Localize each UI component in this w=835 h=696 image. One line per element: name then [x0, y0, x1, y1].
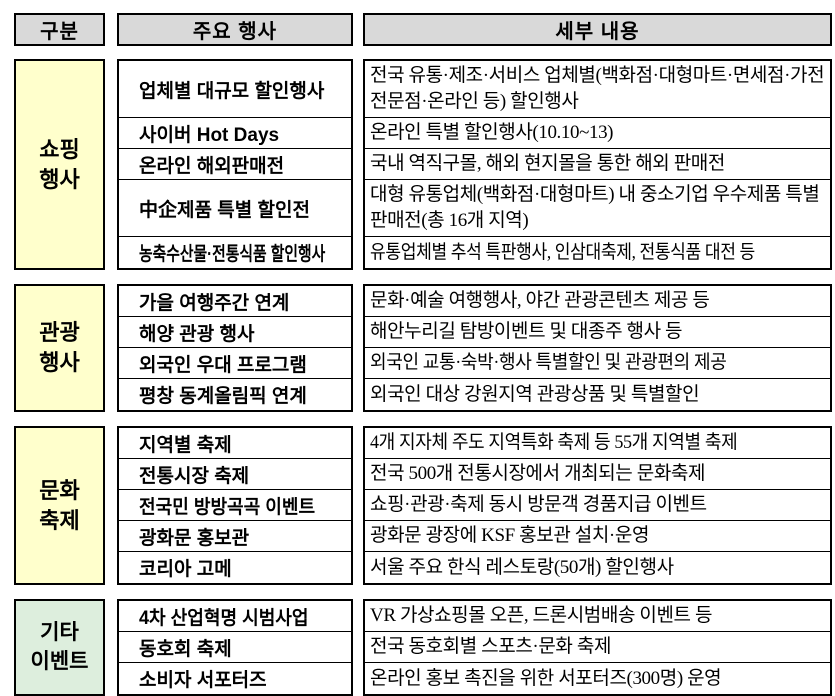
- detail-cell: 광화문 광장에 KSF 홍보관 설치·운영: [365, 521, 830, 552]
- category-cell-other: 기타 이벤트: [14, 599, 105, 696]
- detail-cell: 4개 지자체 주도 지역특화 축제 등 55개 지역별 축제: [365, 428, 830, 459]
- event-cell: 코리아 고메: [139, 559, 232, 580]
- detail-cell: 전국 500개 전통시장에서 개최되는 문화축제: [365, 459, 830, 490]
- detail-cell: 온라인 특별 할인행사(10.10~13): [365, 118, 830, 149]
- detail-cell: VR 가상쇼핑몰 오픈, 드론시범배송 이벤트 등: [365, 601, 830, 632]
- detail-cell: 전국 유통·제조·서비스 업체별(백화점·대형마트·면세점·가전전문점·온라인 …: [365, 61, 830, 118]
- detail-cell: 외국인 교통·숙박·행사 특별할인 및 관광편의 제공: [365, 348, 830, 379]
- section-shopping: 쇼핑 행사 업체별 대규모 할인행사 사이버 Hot Days 온라인 해외판매…: [14, 59, 835, 270]
- header-category: 구분: [14, 13, 105, 46]
- detail-column: 전국 유통·제조·서비스 업체별(백화점·대형마트·면세점·가전전문점·온라인 …: [363, 59, 832, 270]
- category-cell-tourism: 관광 행사: [14, 284, 105, 412]
- event-column: 업체별 대규모 할인행사 사이버 Hot Days 온라인 해외판매전 中企제품…: [117, 59, 353, 270]
- detail-cell: 쇼핑·관광·축제 동시 방문객 경품지급 이벤트: [365, 490, 830, 521]
- table-header: 구분 주요 행사 세부 내용: [14, 13, 835, 46]
- event-cell: 평창 동계올림픽 연계: [139, 386, 307, 407]
- detail-cell: 유통업체별 추석 특판행사, 인삼대축제, 전통식품 대전 등: [370, 241, 755, 263]
- detail-column: 문화·예술 여행행사, 야간 관광콘텐츠 제공 등 해안누리길 탐방이벤트 및 …: [363, 284, 832, 412]
- section-culture: 문화 축제 지역별 축제 전통시장 축제 전국민 방방곡곡 이벤트 광화문 홍보…: [14, 426, 835, 585]
- event-cell: 해양 관광 행사: [119, 317, 351, 348]
- section-tourism: 관광 행사 가을 여행주간 연계 해양 관광 행사 외국인 우대 프로그램 평창…: [14, 284, 835, 412]
- event-cell: 지역별 축제: [119, 428, 351, 459]
- event-cell: 농축수산물·전통식품 할인행사: [139, 244, 326, 265]
- event-cell: 소비자 서포터즈: [139, 670, 267, 691]
- event-column: 지역별 축제 전통시장 축제 전국민 방방곡곡 이벤트 광화문 홍보관 코리아 …: [117, 426, 353, 585]
- event-cell: 中企제품 특별 할인전: [119, 180, 351, 237]
- event-cell: 온라인 해외판매전: [119, 149, 351, 180]
- event-cell: 동호회 축제: [119, 632, 351, 663]
- event-column: 가을 여행주간 연계 해양 관광 행사 외국인 우대 프로그램 평창 동계올림픽…: [117, 284, 353, 412]
- section-other: 기타 이벤트 4차 산업혁명 시범사업 동호회 축제 소비자 서포터즈 VR 가…: [14, 599, 835, 696]
- detail-cell: 문화·예술 여행행사, 야간 관광콘텐츠 제공 등: [365, 286, 830, 317]
- detail-column: 4개 지자체 주도 지역특화 축제 등 55개 지역별 축제 전국 500개 전…: [363, 426, 832, 585]
- event-cell: 가을 여행주간 연계: [119, 286, 351, 317]
- event-cell: 4차 산업혁명 시범사업: [119, 601, 351, 632]
- detail-cell: 외국인 대상 강원지역 관광상품 및 특별할인: [370, 383, 700, 405]
- detail-cell: 서울 주요 한식 레스토랑(50개) 할인행사: [370, 556, 674, 578]
- event-cell: 외국인 우대 프로그램: [119, 348, 351, 379]
- detail-cell: 전국 동호회별 스포츠·문화 축제: [365, 632, 830, 663]
- event-cell: 광화문 홍보관: [119, 521, 351, 552]
- event-column: 4차 산업혁명 시범사업 동호회 축제 소비자 서포터즈: [117, 599, 353, 696]
- detail-cell: 온라인 홍보 촉진을 위한 서포터즈(300명) 운영: [370, 667, 722, 689]
- category-cell-culture: 문화 축제: [14, 426, 105, 585]
- category-cell-shopping: 쇼핑 행사: [14, 59, 105, 270]
- detail-column: VR 가상쇼핑몰 오픈, 드론시범배송 이벤트 등 전국 동호회별 스포츠·문화…: [363, 599, 832, 696]
- detail-cell: 해안누리길 탐방이벤트 및 대종주 행사 등: [365, 317, 830, 348]
- detail-cell: 대형 유통업체(백화점·대형마트) 내 중소기업 우수제품 특별 판매전(총 1…: [365, 180, 830, 237]
- event-cell: 전국민 방방곡곡 이벤트: [119, 490, 351, 521]
- event-cell: 전통시장 축제: [119, 459, 351, 490]
- header-detail: 세부 내용: [363, 13, 832, 46]
- event-cell: 사이버 Hot Days: [119, 118, 351, 149]
- header-event: 주요 행사: [117, 13, 353, 46]
- event-cell: 업체별 대규모 할인행사: [119, 61, 351, 118]
- detail-cell: 국내 역직구몰, 해외 현지몰을 통한 해외 판매전: [365, 149, 830, 180]
